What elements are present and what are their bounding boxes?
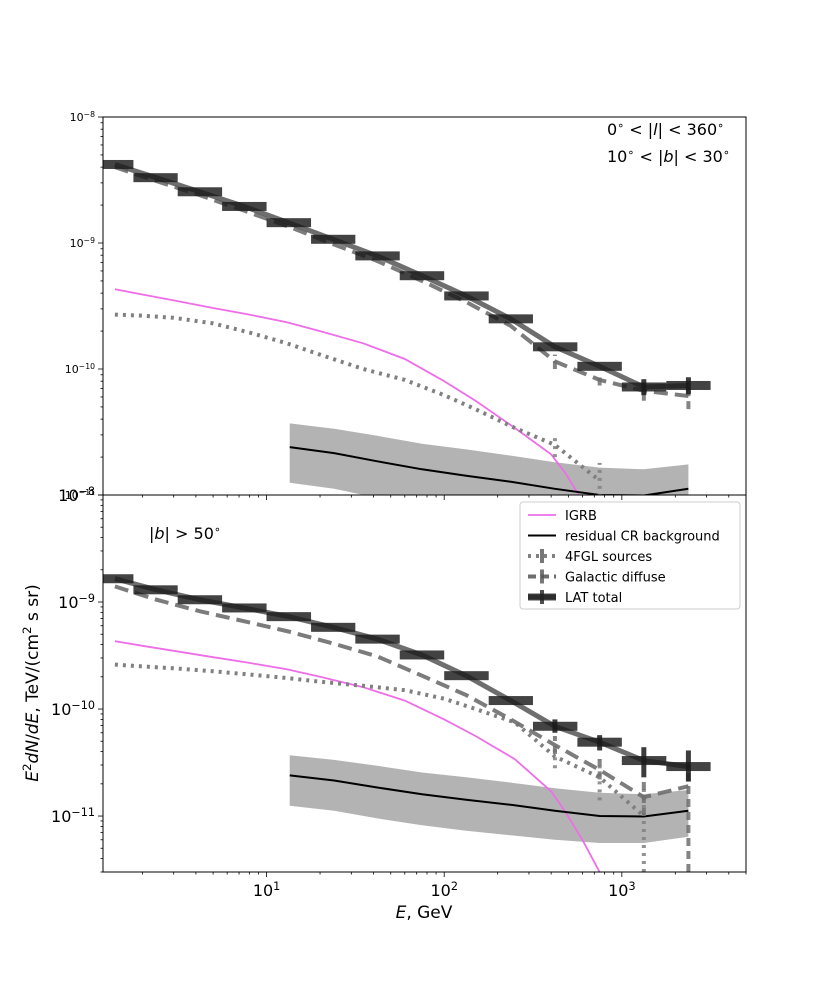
legend: IGRB residual CR background 4FGL sources Ga… [519,501,741,610]
y-tick-label: 10−8 [70,110,95,125]
lat-total-point [222,201,267,211]
lat-total-point [222,603,267,613]
region-annotation: |b| > 50∘ [149,523,221,544]
x-tick-label: 102 [430,880,457,901]
lat-total-point [177,595,223,605]
region-annotation: 0∘ < |l| < 360∘ [607,119,724,140]
region-annotation: 10∘ < |b| < 30∘ [607,146,730,167]
y-tick-label: 10−10 [65,362,95,377]
legend-errorbar [528,593,556,601]
fgl-line [114,312,601,483]
lat-total-point [488,696,533,706]
x-tick-label: 103 [608,880,635,901]
lat-total-point [488,314,533,324]
y-tick-label: 10−8 [58,485,95,506]
lat-total-point [133,173,178,183]
lat-total-point [532,342,578,352]
y-tick-label: 10−11 [65,488,95,503]
legend-label: IGRB [565,509,597,524]
lat-total-point [266,218,312,228]
lat-total-point [399,650,445,660]
y-tick-label: 10−9 [58,592,95,613]
legend-label: Galactic diffuse [565,571,666,586]
legend-box [519,501,741,610]
galactic-diffuse-line [114,584,689,800]
panel-frame [102,494,747,873]
residual-cr-line [289,774,689,818]
residual-cr-band [289,755,689,843]
y-tick-label: 10−9 [70,236,95,251]
plot-area [103,574,711,872]
x-axis-label: E, GeV [396,903,453,923]
lat-total-point [355,251,400,261]
lat-total-point [103,574,134,584]
lat-total-point [133,585,178,595]
lat-total-point [103,159,134,169]
plot-area [103,159,711,495]
legend-label: 4FGL sources [565,550,652,565]
x-tick-label: 101 [253,880,280,901]
axes-frame [102,116,747,873]
residual-cr-line [289,446,689,495]
x-axis: 101 102 103 [142,495,747,901]
lat-total-point [444,291,489,301]
lat-total-point [399,271,445,281]
top-panel: 10−8 10−9 10−10 10−11 0∘ < |l| < 360∘ 10∘ < |… [65,110,730,503]
y-axis: 10−8 10−9 10−10 10−11 [65,110,103,503]
legend-label: residual CR background [565,530,720,545]
fgl-line [114,662,646,818]
galactic-diffuse-line [114,165,689,398]
y-axis-label: E2dN/dE, TeV/(cm2 s sr) [20,584,43,782]
lat-total-point [355,634,400,644]
lat-total-point [266,612,312,622]
legend-label: LAT total [565,591,622,606]
residual-cr-band [289,423,689,495]
y-tick-label: 10−11 [51,806,95,827]
lat-total-point [177,187,223,197]
lat-total-point [444,671,489,681]
lat-total-point [311,234,356,244]
igrb-line [114,288,580,495]
lat-total-point [311,622,356,632]
axis-labels: E, GeV E2dN/dE, TeV/(cm2 s sr) [20,584,453,923]
lat-total-point [577,361,622,371]
igrb-line [114,640,601,872]
y-tick-label: 10−10 [51,699,95,720]
